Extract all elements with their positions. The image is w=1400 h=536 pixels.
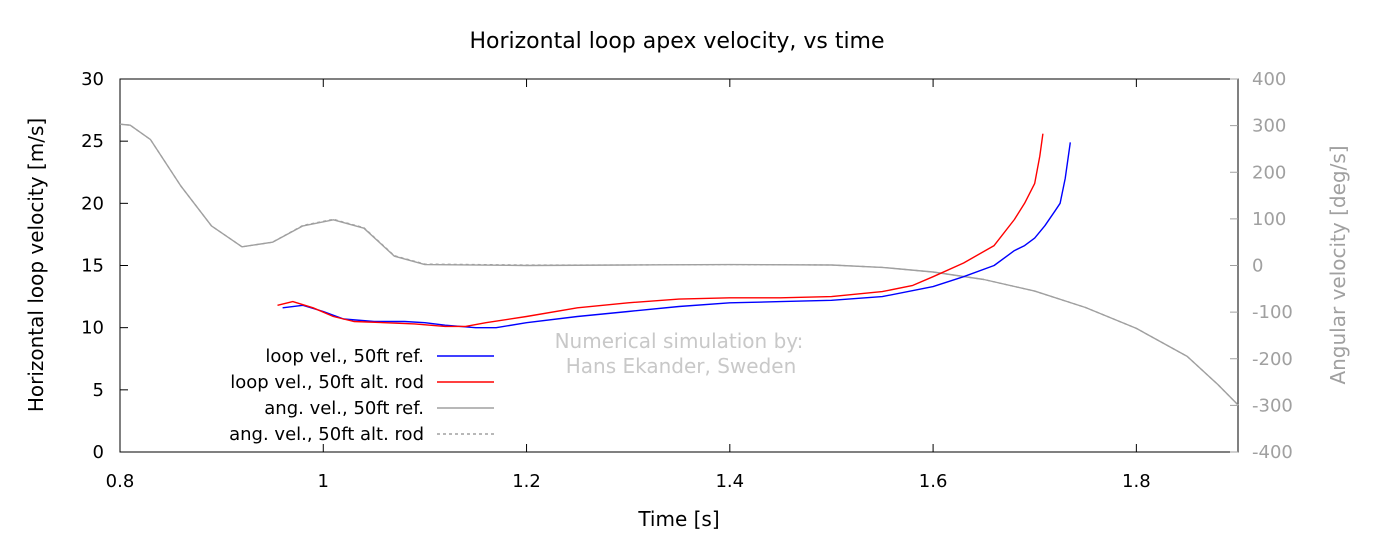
y2-tick-label: 400	[1252, 69, 1286, 90]
x-tick-label: 1.6	[919, 471, 948, 492]
x-tick-label: 1.8	[1122, 471, 1151, 492]
y2-tick-label: -200	[1252, 349, 1293, 370]
series-line-3	[119, 123, 1239, 406]
y2-tick-label: -100	[1252, 302, 1293, 323]
y2-tick-label: 0	[1252, 256, 1263, 277]
legend-label-2: ang. vel., 50ft ref.	[264, 398, 424, 419]
y-tick-label: 5	[93, 380, 104, 401]
x-tick-label: 1.4	[715, 471, 744, 492]
series-layer	[119, 123, 1239, 406]
legend-label-3: ang. vel., 50ft alt. rod	[229, 424, 424, 445]
legend-label-0: loop vel., 50ft ref.	[265, 346, 424, 367]
legend-label-1: loop vel., 50ft alt. rod	[230, 372, 424, 393]
y2-tick-label: -300	[1252, 395, 1293, 416]
x-axis-label: Time [s]	[637, 507, 719, 531]
y-tick-label: 25	[81, 131, 104, 152]
annotation-line-2: Hans Ekander, Sweden	[566, 354, 797, 378]
x-tick-label: 0.8	[106, 471, 135, 492]
y-tick-label: 10	[81, 318, 104, 339]
series-line-1	[277, 133, 1044, 328]
y-tick-label: 15	[81, 256, 104, 277]
y2-tick-label: 200	[1252, 162, 1286, 183]
y2-axis-label: Angular velocity [deg/s]	[1326, 145, 1350, 384]
y2-tick-label: 300	[1252, 116, 1286, 137]
y2-tick-label: -400	[1252, 442, 1293, 463]
ticks-layer: 0.8 1 1.2 1.4 1.6 1.8 0 5 10 15 20 25 30 -400 -300 -200…	[81, 69, 1293, 492]
annotation: Numerical simulation by:Hans Ekander, Sw…	[555, 329, 804, 378]
plot-frame	[119, 78, 1239, 453]
y-tick-label: 0	[93, 442, 104, 463]
chart-title: Horizontal loop apex velocity, vs time	[469, 29, 884, 54]
series-line-0	[282, 142, 1071, 329]
legend: loop vel., 50ft ref. loop vel., 50ft alt.…	[229, 346, 494, 445]
y-tick-label: 20	[81, 193, 104, 214]
y-axis-label: Horizontal loop velocity [m/s]	[24, 118, 48, 412]
y2-tick-label: 100	[1252, 209, 1286, 230]
x-tick-label: 1.2	[512, 471, 541, 492]
y-tick-label: 30	[81, 69, 104, 90]
x-tick-label: 1	[318, 471, 329, 492]
annotation-line-1: Numerical simulation by:	[555, 329, 804, 353]
